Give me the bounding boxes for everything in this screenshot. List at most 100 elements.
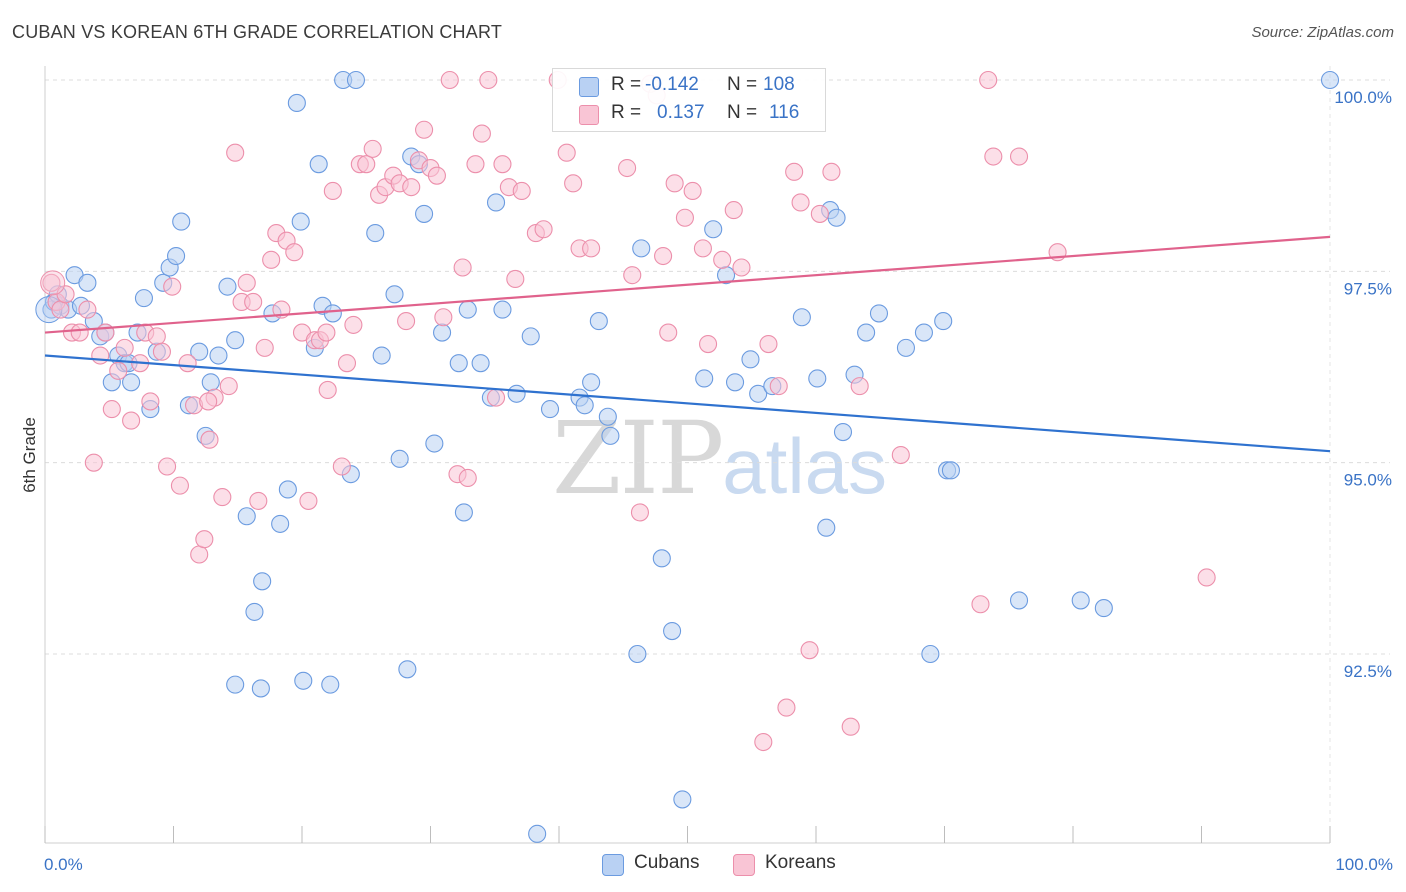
korean-point <box>195 530 214 549</box>
cuban-point <box>827 208 846 227</box>
korean-point <box>213 488 232 507</box>
y-axis-label: 6th Grade <box>20 417 39 493</box>
korean-point <box>458 468 477 488</box>
cuban-point <box>673 790 692 809</box>
korean-point <box>630 503 650 522</box>
korean-point <box>623 266 642 285</box>
korean-point <box>237 273 256 292</box>
cuban-point <box>896 338 916 357</box>
korean-point <box>1009 147 1029 166</box>
korean-point <box>777 698 796 717</box>
korean-point <box>397 312 416 331</box>
cuban-point <box>253 572 272 591</box>
cuban-point <box>287 93 306 113</box>
korean-point <box>317 323 336 342</box>
cuban-point <box>934 312 953 331</box>
cuban-point <box>741 350 760 369</box>
cuban-point <box>589 312 608 331</box>
korean-point <box>841 717 860 736</box>
cuban-point <box>1094 599 1113 618</box>
cuban-point <box>528 824 547 843</box>
cuban-point <box>218 277 237 296</box>
korean-point <box>163 277 182 296</box>
korean-point <box>891 445 910 465</box>
cuban-point <box>245 602 264 621</box>
korean-point <box>754 732 773 752</box>
korean-point <box>219 377 238 396</box>
cuban-point <box>291 212 310 231</box>
cuban-point <box>449 354 468 373</box>
korean-point <box>299 491 318 510</box>
cuban-point <box>167 246 186 266</box>
legend-label-cubans: Cubans <box>634 852 700 873</box>
korean-point <box>152 342 171 361</box>
stats-swatch-koreans <box>579 105 599 125</box>
cuban-point <box>833 423 853 442</box>
cuban-point <box>695 369 714 388</box>
korean-point <box>534 220 553 239</box>
korean-point <box>91 346 110 365</box>
korean-point <box>109 361 128 380</box>
korean-point <box>699 334 718 354</box>
cuban-point <box>372 346 391 365</box>
korean-point <box>78 300 97 319</box>
cuban-point <box>652 549 671 568</box>
korean-point <box>42 273 61 292</box>
cuban-point <box>507 384 526 403</box>
korean-point <box>262 250 281 269</box>
korean-point <box>122 411 141 430</box>
cuban-point <box>278 480 297 499</box>
cuban-point <box>425 434 444 453</box>
korean-point <box>415 120 434 139</box>
cuban-point <box>486 193 506 212</box>
cuban-point <box>172 212 191 231</box>
r-label: R = <box>611 74 642 95</box>
cuban-point <box>321 675 340 694</box>
korean-point <box>178 354 197 373</box>
cuban-point <box>792 308 811 327</box>
n-label: N = <box>727 102 758 123</box>
cuban-point <box>251 679 270 698</box>
korean-point <box>337 354 357 373</box>
korean-point <box>810 204 829 223</box>
korean-point <box>693 239 712 258</box>
watermark-zip: ZIP <box>552 400 724 517</box>
korean-point <box>255 338 274 357</box>
korean-point <box>791 193 810 212</box>
cuban-point <box>237 507 256 526</box>
cuban-point <box>869 304 889 323</box>
cuban-point <box>914 323 933 342</box>
korean-point <box>971 595 990 614</box>
korean-point <box>654 246 673 266</box>
n-value: 116 <box>769 102 800 123</box>
cuban-point <box>598 407 617 426</box>
korean-point <box>984 147 1003 166</box>
korean-point <box>402 178 421 197</box>
cuban-point <box>134 289 153 308</box>
x-tick-label-min: 0.0% <box>44 855 83 874</box>
korean-point <box>1197 568 1216 587</box>
korean-point <box>800 641 819 660</box>
y-tick-label: 97.5% <box>1344 279 1392 298</box>
korean-point <box>332 457 351 476</box>
cuban-point <box>323 304 342 323</box>
cuban-point <box>921 644 940 664</box>
cuban-point <box>493 300 512 319</box>
korean-point <box>472 124 491 143</box>
watermark: ZIPatlas <box>552 400 887 517</box>
cuban-point <box>1009 591 1029 610</box>
korean-point <box>486 388 506 407</box>
y-tick-label: 100.0% <box>1334 88 1392 107</box>
cuban-point <box>725 373 745 392</box>
trend-lines <box>44 235 1331 453</box>
legend: Cubans Koreans <box>0 851 1406 877</box>
korean-point <box>759 334 778 354</box>
korean-point <box>582 239 601 258</box>
cuban-point <box>471 354 490 373</box>
cuban-point <box>309 155 328 174</box>
cuban-point <box>521 327 540 346</box>
y-tick-label: 92.5% <box>1344 662 1392 681</box>
koreans-points <box>40 70 1216 752</box>
korean-point <box>363 139 382 158</box>
